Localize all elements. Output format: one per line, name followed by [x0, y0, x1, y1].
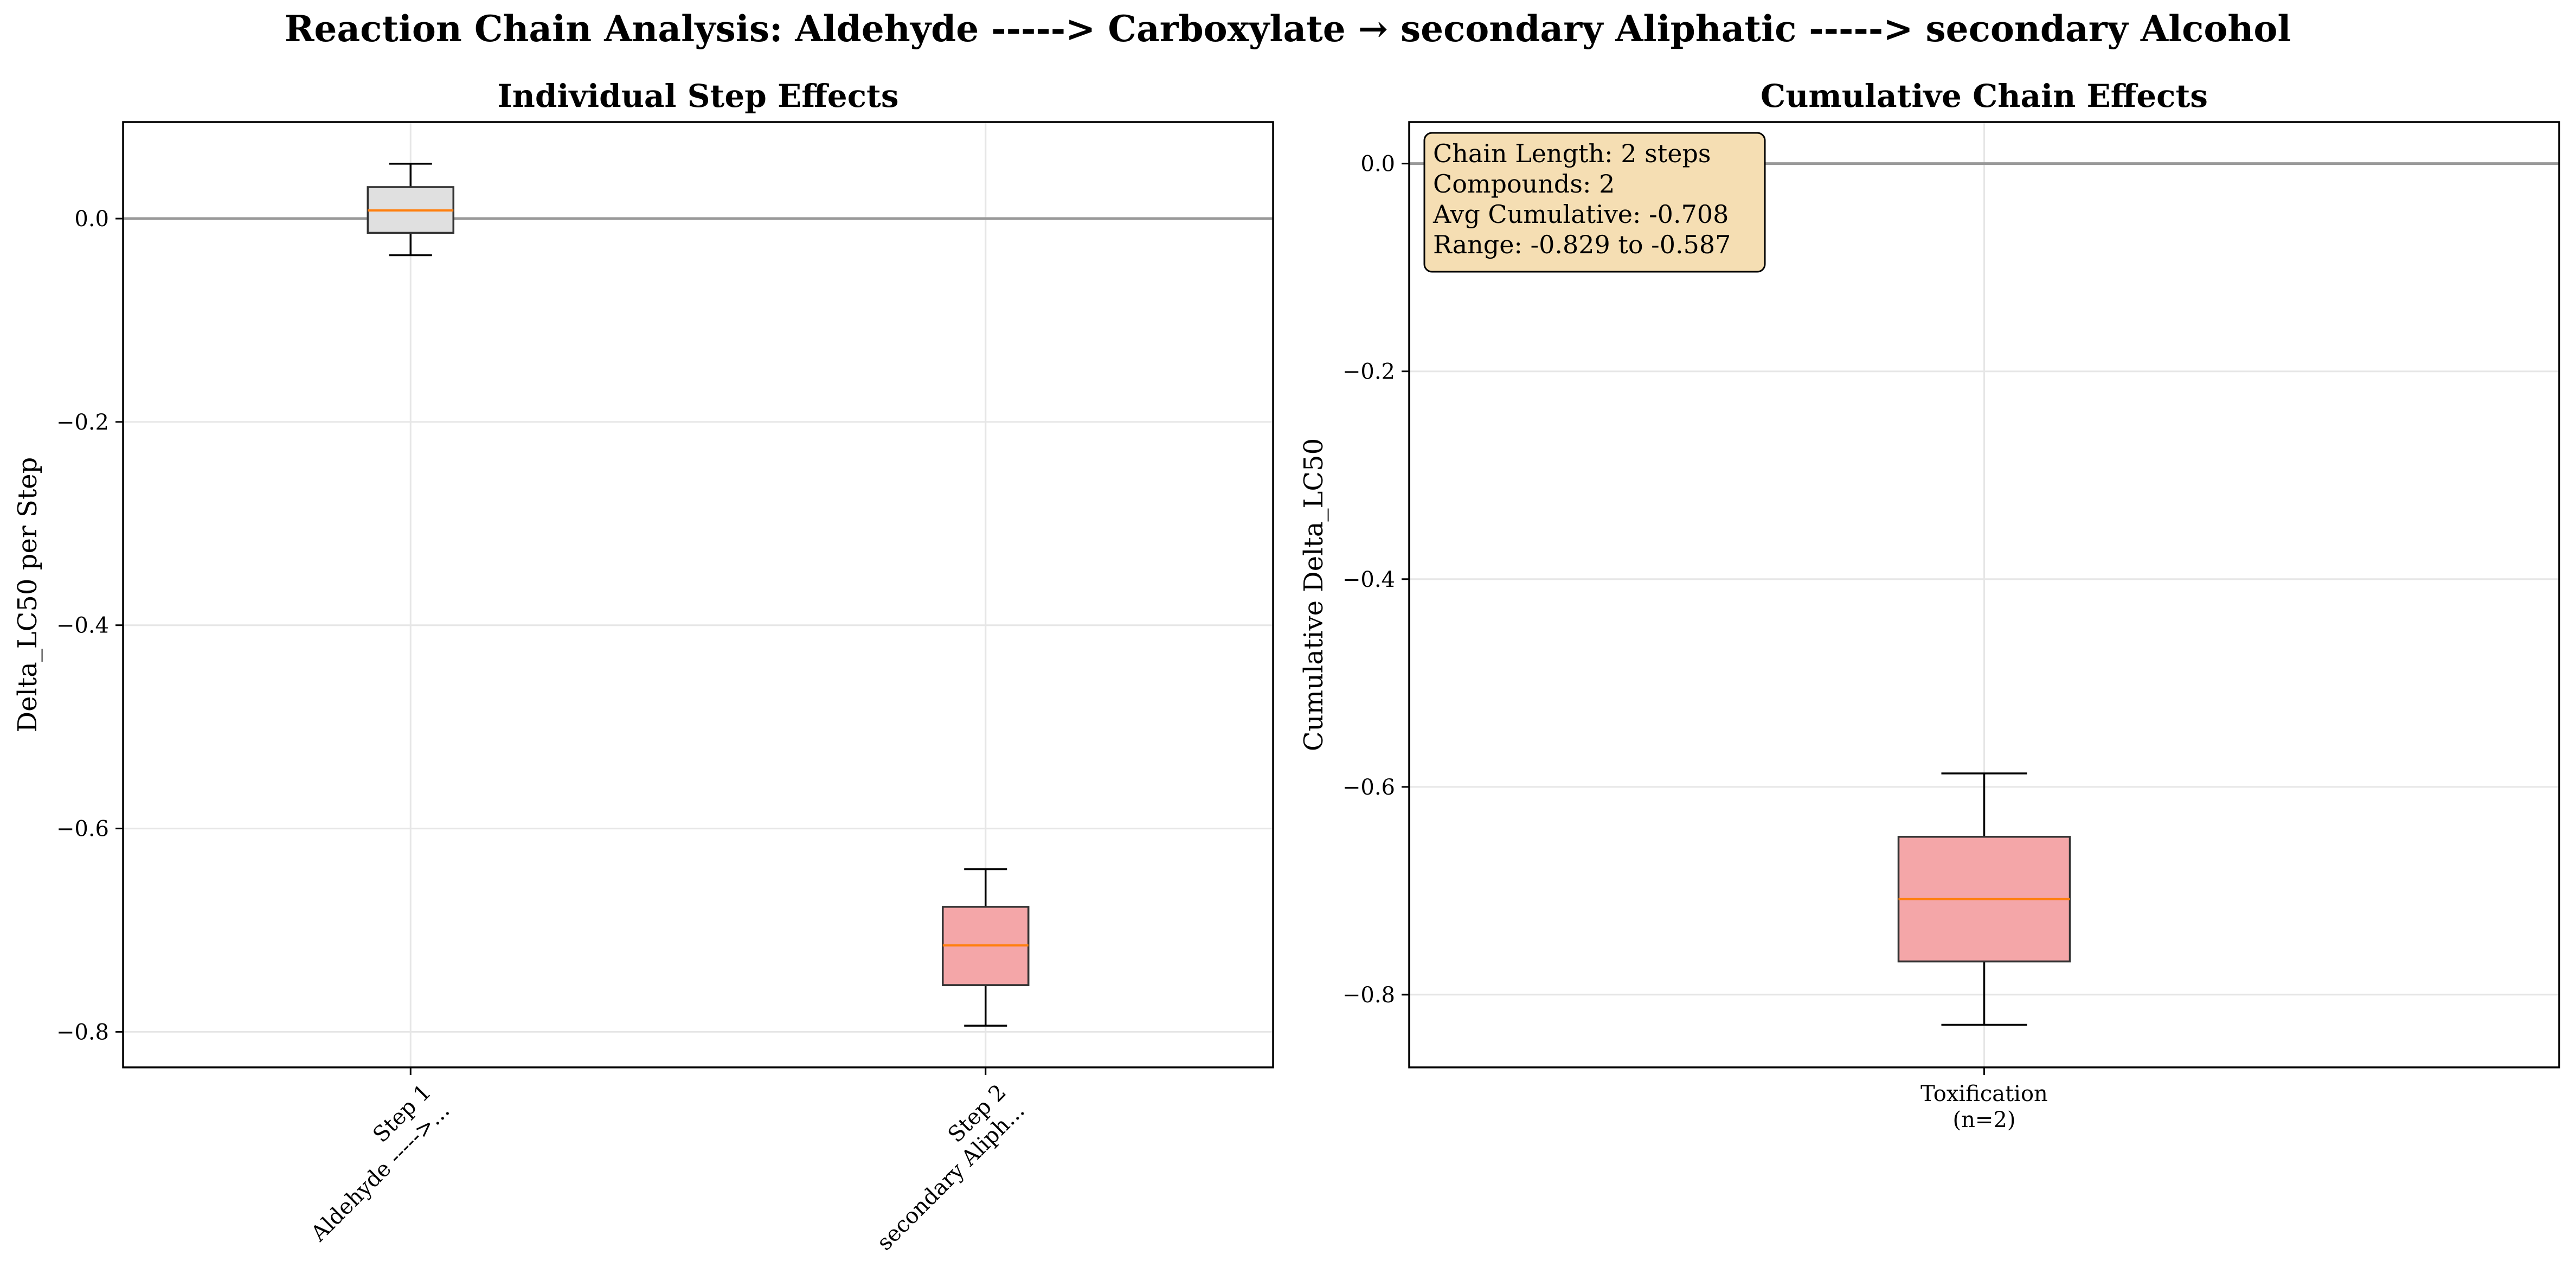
- box-1: [367, 163, 454, 257]
- annotation-line: Range: -0.829 to -0.587: [1433, 230, 1731, 259]
- box-2: [942, 868, 1030, 1027]
- y-tick-label: −0.2: [1342, 360, 1395, 385]
- panel-title: Individual Step Effects: [498, 78, 899, 114]
- panel-title: Cumulative Chain Effects: [1761, 78, 2208, 114]
- x-tick-label-line: Toxification: [1920, 1081, 2048, 1106]
- y-tick-label: −0.8: [56, 1020, 109, 1045]
- y-tick-label: −0.2: [56, 410, 109, 435]
- axes-frame: [122, 121, 1274, 1068]
- y-tick-label: −0.4: [56, 613, 109, 638]
- box-1: [1897, 772, 2071, 1026]
- figure-suptitle: Reaction Chain Analysis: Aldehyde ----->…: [285, 8, 2291, 50]
- annotation-background: [1423, 132, 1766, 273]
- y-tick-label: −0.6: [1342, 775, 1395, 800]
- annotation-line: Avg Cumulative: -0.708: [1432, 200, 1729, 229]
- y-tick-label: 0.0: [1360, 152, 1395, 177]
- x-tick-label: Toxification (n=2): [1920, 1081, 2048, 1132]
- panel-cumulative-chain-effects: Cumulative Chain Effects 0.0 −0.2 −0.4 −0.6 −…: [1299, 78, 2560, 1132]
- x-tick-label-line: (n=2): [1953, 1108, 2016, 1132]
- y-tick-label: −0.8: [1342, 983, 1395, 1008]
- y-tick-label: −0.6: [56, 817, 109, 842]
- y-axis-label: Cumulative Delta_LC50: [1299, 438, 1329, 751]
- annotation-line: Compounds: 2: [1433, 169, 1615, 199]
- annotation-line: Chain Length: 2 steps: [1433, 139, 1711, 168]
- y-tick-label: 0.0: [74, 207, 109, 232]
- y-axis-label: Delta_LC50 per Step: [12, 457, 43, 733]
- y-tick-label: −0.4: [1342, 567, 1395, 592]
